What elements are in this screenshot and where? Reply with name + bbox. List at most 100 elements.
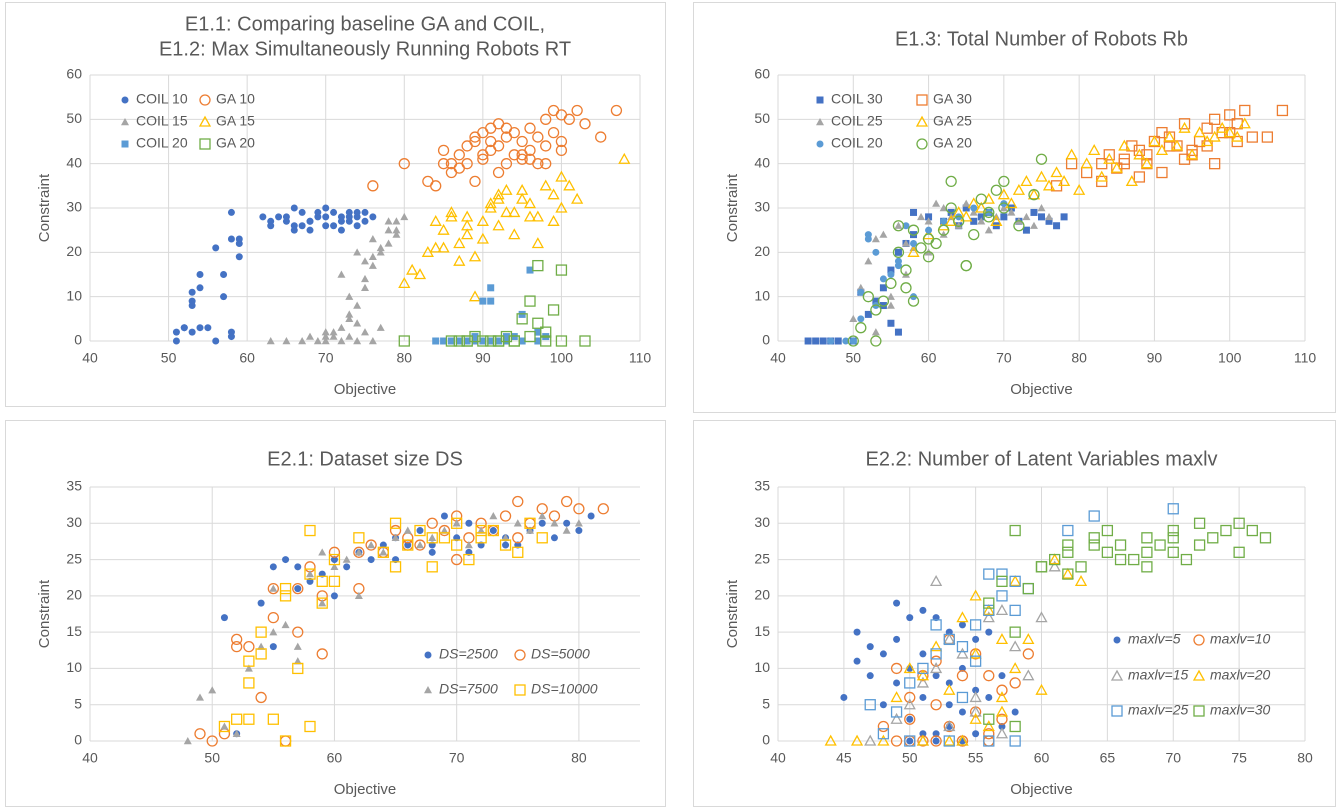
marker (864, 257, 873, 265)
marker (540, 158, 552, 170)
marker (451, 553, 463, 566)
marker (416, 527, 424, 535)
marker (975, 193, 987, 205)
marker (477, 526, 486, 534)
marker (1022, 669, 1035, 681)
chart-panel: E2.1: Dataset size DS 0 5 10 15 20 25 30 35 40 50 6… (5, 420, 666, 807)
x-axis-title: Objective (1010, 381, 1073, 398)
marker (864, 699, 876, 711)
marker (840, 693, 848, 701)
marker (1163, 130, 1176, 142)
marker (956, 647, 969, 659)
marker (475, 524, 487, 537)
legend-label: GA 20 (933, 135, 972, 151)
marker (574, 519, 583, 527)
marker (956, 611, 969, 623)
marker (416, 541, 424, 549)
marker (956, 641, 969, 653)
marker (864, 734, 877, 746)
marker (910, 208, 918, 216)
y-tick-label: 15 (754, 623, 770, 639)
marker (298, 222, 306, 230)
marker (501, 533, 510, 541)
marker (915, 242, 927, 254)
marker (943, 633, 955, 646)
marker (235, 235, 243, 243)
marker (500, 206, 513, 218)
marker (1022, 582, 1034, 595)
marker (970, 204, 978, 212)
marker (1118, 158, 1130, 170)
marker (440, 512, 448, 520)
marker (243, 655, 255, 667)
marker (996, 568, 1008, 580)
marker (353, 337, 362, 345)
marker (524, 122, 536, 134)
marker (330, 592, 338, 600)
marker (180, 324, 188, 332)
panel-border (693, 420, 1336, 807)
marker (367, 180, 379, 192)
marker (887, 319, 895, 327)
marker (866, 672, 874, 680)
marker (547, 188, 560, 200)
legend-label: GA 10 (216, 91, 255, 107)
marker (430, 180, 442, 192)
marker (196, 324, 204, 332)
legend-marker (916, 94, 928, 106)
marker (929, 640, 943, 652)
x-tick-label: 70 (1165, 750, 1181, 766)
marker (438, 532, 451, 544)
marker (469, 135, 481, 148)
marker (329, 332, 338, 340)
marker (469, 175, 481, 188)
marker (924, 217, 933, 225)
marker (476, 214, 489, 226)
marker (313, 337, 322, 345)
marker (937, 224, 950, 236)
marker (451, 539, 463, 551)
x-tick-label: 40 (770, 350, 786, 366)
marker (376, 248, 385, 256)
y-tick-label: 5 (762, 695, 770, 711)
marker (871, 235, 880, 243)
marker (1038, 213, 1045, 221)
legend-label: COIL 25 (831, 113, 883, 129)
marker (1005, 197, 1018, 209)
marker (398, 158, 410, 170)
marker (477, 153, 489, 165)
x-tick-label: 110 (629, 350, 652, 366)
legend-label: maxlv=30 (1210, 702, 1271, 718)
marker (298, 208, 306, 216)
marker (1075, 561, 1087, 573)
marker (531, 237, 544, 249)
marker (267, 713, 279, 725)
marker (361, 208, 369, 216)
y-tick-label: 40 (66, 154, 82, 170)
marker (353, 222, 361, 230)
marker (1009, 524, 1021, 537)
marker (990, 214, 1003, 226)
marker (1246, 524, 1258, 537)
y-tick-label: 60 (66, 66, 82, 82)
marker (243, 713, 255, 725)
marker (1009, 575, 1022, 586)
marker (1208, 130, 1221, 142)
marker (293, 642, 302, 650)
marker (516, 192, 529, 204)
marker (538, 519, 546, 527)
marker (389, 517, 402, 529)
marker (906, 614, 914, 622)
marker (872, 248, 880, 256)
legend-label: maxlv=20 (1210, 667, 1271, 683)
marker (985, 628, 993, 636)
marker (290, 226, 298, 234)
marker (866, 643, 874, 651)
marker (172, 328, 180, 336)
marker (877, 728, 890, 740)
marker (429, 214, 442, 226)
chart-panel: E1.1: Comparing baseline GA and COIL, E1.… (5, 2, 666, 407)
marker (526, 266, 534, 274)
marker (365, 539, 377, 551)
x-tick-label: 45 (836, 750, 852, 766)
